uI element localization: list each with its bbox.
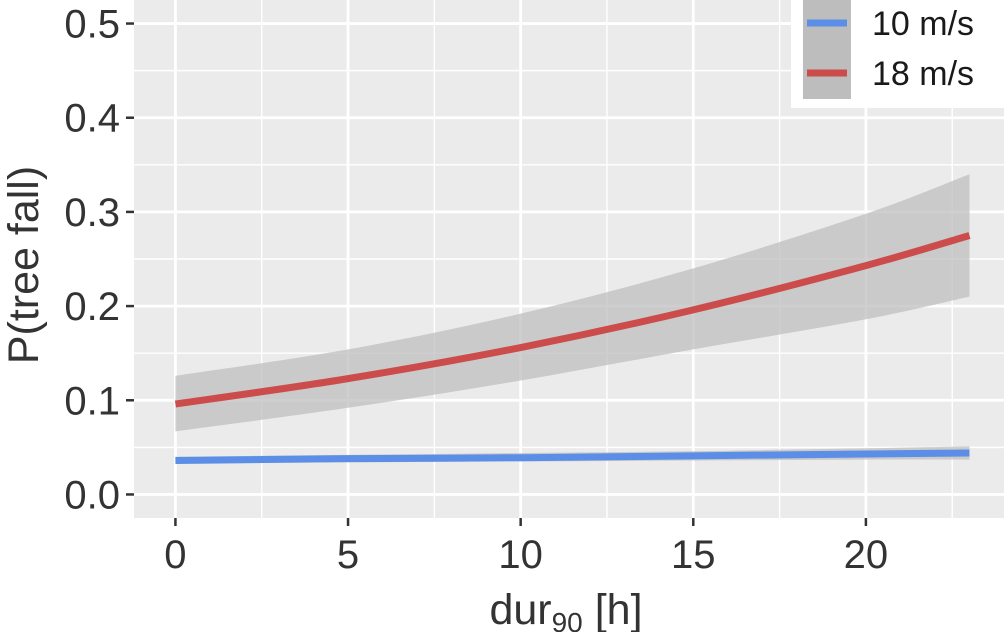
x-axis-title-main: dur [489, 586, 551, 632]
series-lines [174, 232, 971, 465]
series-line-2 [174, 232, 971, 408]
x-axis-tick-labels: 0 5 10 15 20 [164, 533, 888, 577]
x-tick-label: 15 [671, 533, 716, 577]
y-axis-tick-labels: 0.0 0.1 0.2 0.3 0.4 0.5 [64, 3, 120, 518]
y-tick-label: 0.5 [64, 3, 120, 47]
confidence-ribbon-2 [175, 174, 970, 432]
axis-ticks [126, 22, 868, 526]
grid-minor-lines [134, 0, 1004, 518]
y-axis-title: P(tree fall) [0, 166, 48, 364]
legend-label: 10 m/s [872, 5, 974, 43]
y-tick-label: 0.0 [64, 473, 120, 517]
y-tick-label: 0.3 [64, 191, 120, 235]
x-tick-label: 5 [337, 533, 359, 577]
x-tick-label: 20 [844, 533, 889, 577]
legend-label: 18 m/s [872, 55, 974, 93]
y-tick-label: 0.1 [64, 379, 120, 423]
x-tick-label: 10 [498, 533, 543, 577]
series-line-1 [175, 449, 970, 465]
y-tick-label: 0.2 [64, 285, 120, 329]
y-tick-label: 0.4 [64, 97, 120, 141]
x-tick-label: 0 [164, 533, 186, 577]
x-axis-title-subscript: 90 [552, 607, 583, 632]
x-axis-title: dur90 [h] [489, 586, 642, 632]
legend: 10 m/s 18 m/s [791, 0, 1004, 108]
x-axis-title-unit: [h] [583, 586, 643, 632]
